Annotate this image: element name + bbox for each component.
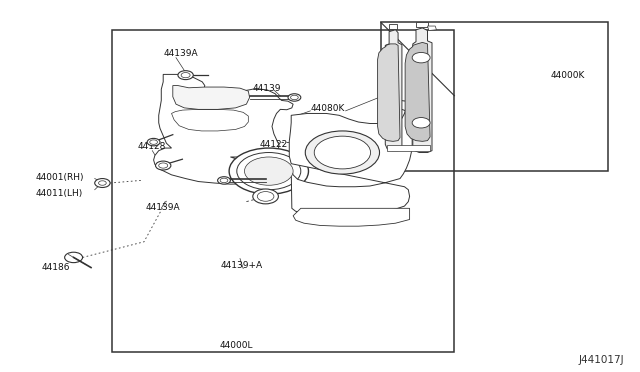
Circle shape	[178, 71, 193, 80]
Text: 44128: 44128	[138, 142, 166, 151]
Text: 44011(LH): 44011(LH)	[35, 189, 83, 198]
Circle shape	[412, 52, 430, 63]
Circle shape	[156, 161, 171, 170]
Polygon shape	[413, 28, 432, 153]
Text: 44000K: 44000K	[550, 71, 585, 80]
Text: 44080K: 44080K	[310, 105, 345, 113]
Polygon shape	[389, 24, 397, 29]
Text: 44186: 44186	[42, 263, 70, 272]
Polygon shape	[378, 44, 400, 141]
Bar	[381, 22, 608, 171]
Circle shape	[244, 157, 293, 185]
Polygon shape	[416, 22, 428, 27]
Text: 44122: 44122	[259, 140, 287, 149]
Polygon shape	[293, 208, 410, 226]
Text: 44139: 44139	[253, 84, 282, 93]
Circle shape	[229, 148, 308, 194]
Polygon shape	[428, 26, 436, 31]
Circle shape	[412, 118, 430, 128]
Circle shape	[218, 177, 230, 184]
Text: 44139+A: 44139+A	[221, 261, 263, 270]
Polygon shape	[154, 74, 293, 184]
Circle shape	[147, 138, 160, 146]
Text: 44001(RH): 44001(RH)	[35, 173, 84, 182]
Polygon shape	[387, 145, 430, 151]
Text: 44000L: 44000L	[220, 341, 253, 350]
Circle shape	[380, 100, 399, 112]
Text: J441017J: J441017J	[579, 355, 624, 365]
Text: 44139A: 44139A	[163, 49, 198, 58]
Polygon shape	[405, 42, 430, 141]
Polygon shape	[289, 100, 412, 214]
Circle shape	[253, 189, 278, 204]
Circle shape	[65, 252, 83, 263]
Polygon shape	[173, 86, 250, 109]
Circle shape	[288, 94, 301, 101]
Circle shape	[314, 136, 371, 169]
Bar	[112, 30, 454, 352]
Circle shape	[95, 179, 110, 187]
Text: 44139A: 44139A	[146, 203, 180, 212]
Polygon shape	[385, 30, 402, 151]
Circle shape	[305, 131, 380, 174]
